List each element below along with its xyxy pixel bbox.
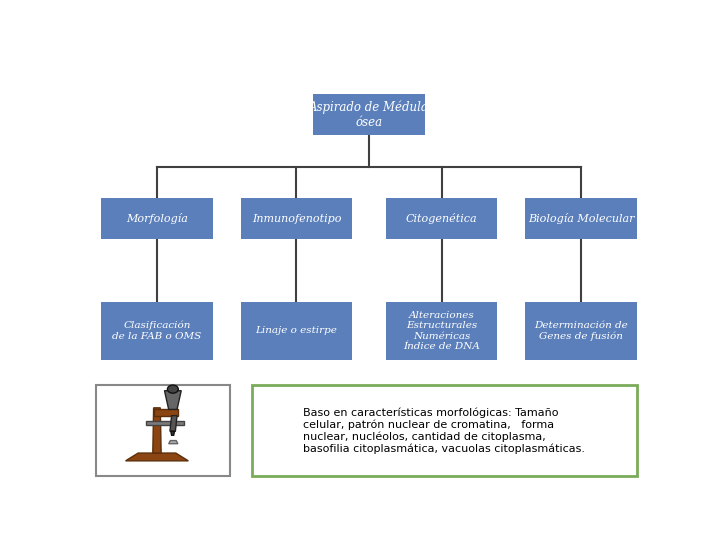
Text: Aspirado de Médula
ósea: Aspirado de Médula ósea (309, 100, 429, 129)
FancyBboxPatch shape (386, 302, 498, 360)
Polygon shape (125, 453, 189, 461)
Polygon shape (170, 416, 177, 431)
FancyBboxPatch shape (252, 385, 637, 476)
FancyBboxPatch shape (386, 198, 498, 239)
Text: Clasificación
de la FAB o OMS: Clasificación de la FAB o OMS (112, 321, 202, 341)
FancyBboxPatch shape (240, 198, 352, 239)
Polygon shape (164, 390, 181, 409)
FancyBboxPatch shape (313, 94, 425, 136)
Polygon shape (153, 409, 178, 416)
Polygon shape (146, 421, 184, 425)
FancyBboxPatch shape (240, 302, 352, 360)
Text: Alteraciones
Estructurales
Numéricas
Índice de DNA: Alteraciones Estructurales Numéricas Índ… (403, 311, 480, 351)
Circle shape (168, 385, 179, 393)
Polygon shape (171, 431, 174, 435)
Text: Baso en características morfológicas: Tamaño
celular, patrón nuclear de cromatin: Baso en características morfológicas: Ta… (303, 407, 585, 454)
Text: Linaje o estirpe: Linaje o estirpe (256, 326, 338, 335)
FancyBboxPatch shape (96, 385, 230, 476)
Text: Determinación de
Genes de fusión: Determinación de Genes de fusión (534, 321, 628, 341)
Text: Morfología: Morfología (126, 213, 188, 224)
FancyBboxPatch shape (101, 302, 213, 360)
FancyBboxPatch shape (526, 302, 637, 360)
Text: Inmunofenotipo: Inmunofenotipo (252, 214, 341, 224)
FancyBboxPatch shape (101, 198, 213, 239)
FancyBboxPatch shape (526, 198, 637, 239)
Text: Citogenética: Citogenética (406, 213, 477, 224)
Polygon shape (168, 441, 178, 444)
Polygon shape (153, 408, 161, 453)
Text: Biología Molecular: Biología Molecular (528, 213, 634, 224)
